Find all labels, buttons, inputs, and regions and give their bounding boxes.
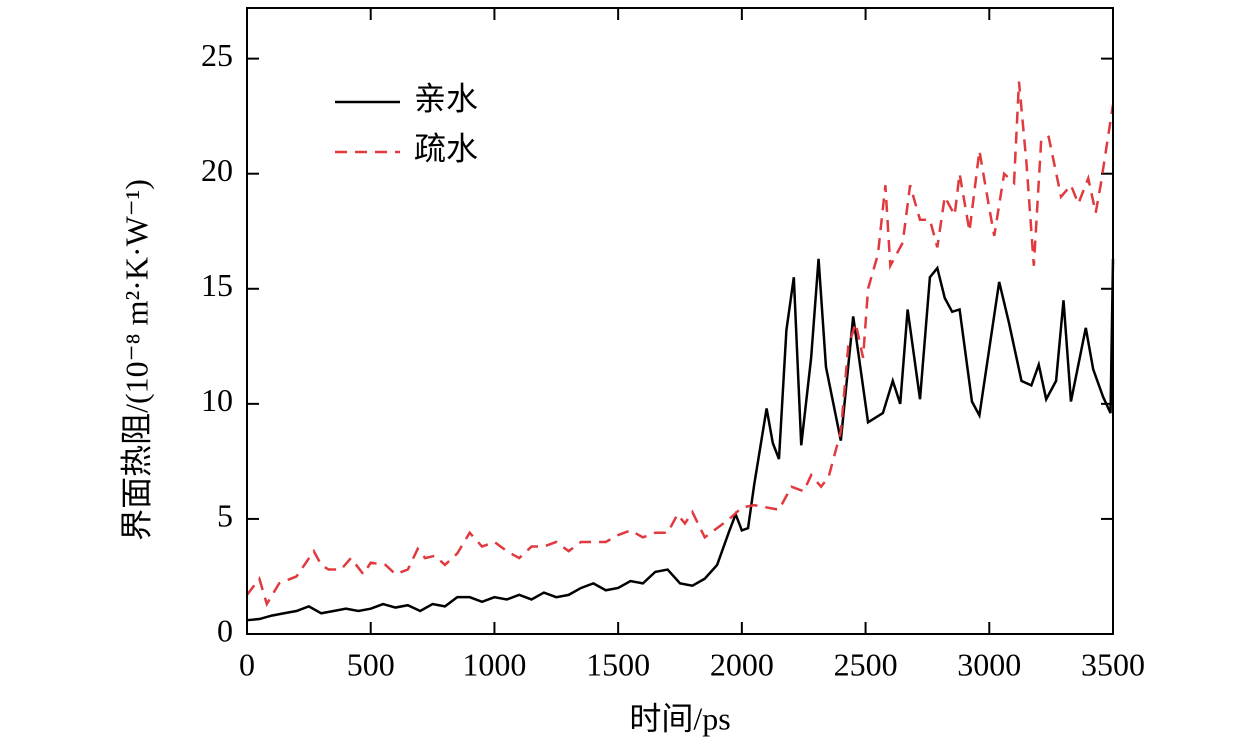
x-tick-label: 2500 bbox=[834, 646, 898, 682]
y-tick-label: 25 bbox=[201, 37, 233, 73]
y-tick-label: 0 bbox=[217, 612, 233, 648]
legend-label: 疏水 bbox=[414, 130, 478, 166]
line-series bbox=[246, 81, 1115, 608]
y-tick-label: 10 bbox=[201, 382, 233, 418]
y-tick-label: 20 bbox=[201, 152, 233, 188]
x-axis-label: 时间/ps bbox=[629, 700, 730, 736]
legend-label: 亲水 bbox=[414, 80, 478, 116]
line-series bbox=[246, 258, 1115, 622]
x-tick-label: 3000 bbox=[957, 646, 1021, 682]
x-tick-label: 0 bbox=[239, 646, 255, 682]
y-tick-label: 15 bbox=[201, 267, 233, 303]
plot-frame bbox=[246, 7, 1114, 635]
x-tick-label: 500 bbox=[347, 646, 395, 682]
x-tick-label: 1500 bbox=[586, 646, 650, 682]
y-axis-label: 界面热阻/(10⁻⁸ m²·K·W⁻¹) bbox=[118, 179, 154, 541]
x-tick-label: 1000 bbox=[462, 646, 526, 682]
x-tick-label: 3500 bbox=[1081, 646, 1145, 682]
y-tick-label: 5 bbox=[217, 497, 233, 533]
x-tick-label: 2000 bbox=[710, 646, 774, 682]
